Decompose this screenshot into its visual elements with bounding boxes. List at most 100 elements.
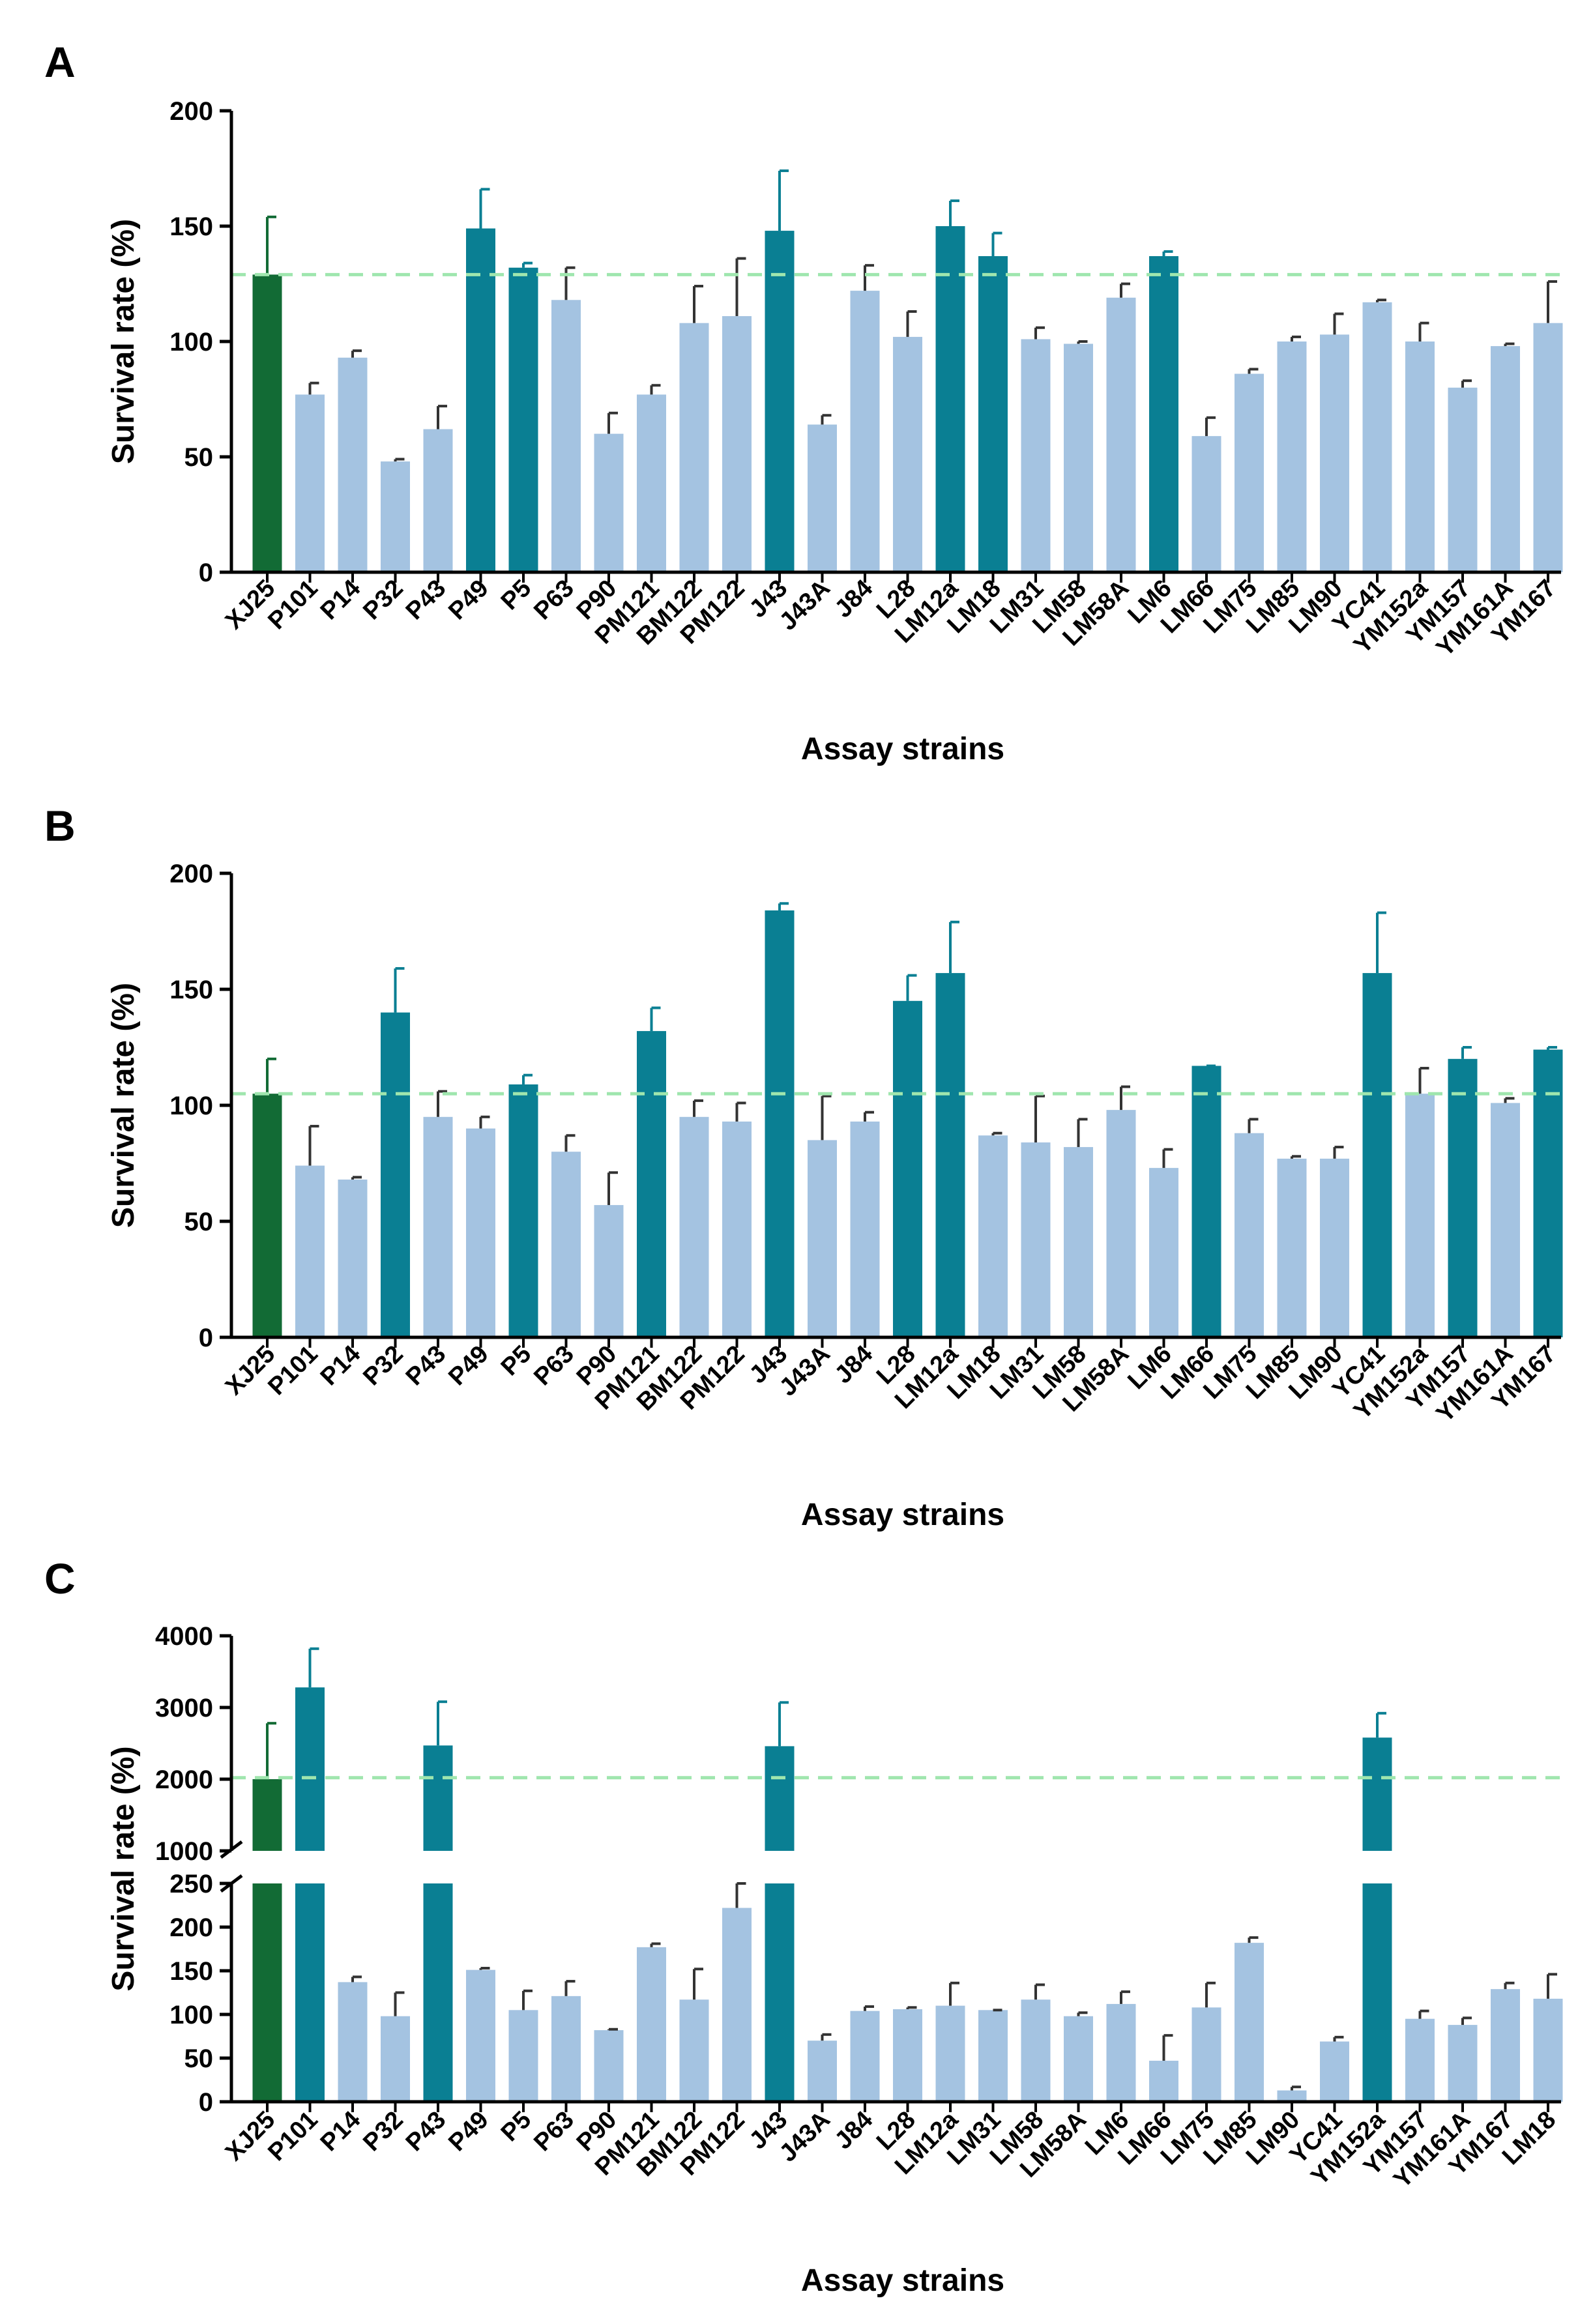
bar bbox=[1533, 1998, 1563, 2102]
bar-upper-segment bbox=[295, 1687, 325, 1851]
x-tick-label: P101 bbox=[263, 2106, 323, 2166]
bar bbox=[594, 2030, 624, 2102]
panel-letter: B bbox=[44, 802, 76, 850]
bar bbox=[1106, 1110, 1136, 1337]
bar bbox=[935, 973, 965, 1337]
bar bbox=[850, 1121, 880, 1337]
bar bbox=[508, 267, 538, 572]
bar bbox=[978, 1135, 1008, 1337]
bar bbox=[637, 394, 666, 572]
bar bbox=[893, 1000, 922, 1337]
bar bbox=[381, 2016, 410, 2102]
bar bbox=[765, 910, 795, 1337]
x-axis-title: Assay strains bbox=[801, 1498, 1004, 1532]
bar bbox=[1149, 2061, 1178, 2102]
bar bbox=[637, 1031, 666, 1337]
x-tick-label: P101 bbox=[263, 575, 323, 635]
bar bbox=[252, 1094, 282, 1337]
bar bbox=[1448, 387, 1478, 572]
y-tick-label: 100 bbox=[169, 1092, 213, 1120]
bar bbox=[679, 1116, 709, 1337]
bar bbox=[850, 2011, 880, 2102]
y-tick-label: 4000 bbox=[155, 1622, 213, 1651]
panel-b: B Survival rate (%) Assay strains 0 50 100 150… bbox=[44, 802, 1563, 1532]
x-tick-label: XJ25 bbox=[220, 2106, 280, 2166]
bar bbox=[1491, 1103, 1520, 1337]
bar bbox=[1277, 1158, 1307, 1337]
bar-upper-segment bbox=[423, 1745, 453, 1851]
bar bbox=[679, 323, 709, 572]
bar bbox=[1277, 2090, 1307, 2102]
x-tick-label: J43A bbox=[774, 2106, 836, 2168]
bar bbox=[1448, 2025, 1478, 2102]
bar bbox=[252, 1883, 282, 2102]
x-tick-label: P5 bbox=[496, 575, 537, 616]
bar bbox=[551, 1152, 581, 1337]
panel-letter: C bbox=[44, 1554, 76, 1603]
x-tick-label: J43A bbox=[774, 1341, 836, 1402]
bar bbox=[1021, 339, 1051, 572]
bar bbox=[508, 1084, 538, 1337]
bar bbox=[1448, 1058, 1478, 1337]
bar bbox=[808, 424, 837, 572]
x-tick-label: J84 bbox=[830, 2106, 879, 2155]
bar bbox=[808, 1140, 837, 1337]
bar bbox=[1533, 1049, 1563, 1337]
bar bbox=[423, 1883, 453, 2102]
x-tick-label: P14 bbox=[315, 575, 366, 626]
bar bbox=[808, 2041, 837, 2102]
y-tick-label: 250 bbox=[169, 1870, 213, 1898]
x-tick-label: P5 bbox=[496, 2106, 537, 2147]
y-tick-label: 2000 bbox=[155, 1765, 213, 1794]
bar bbox=[594, 433, 624, 572]
y-tick-label: 0 bbox=[199, 2088, 213, 2117]
bar bbox=[551, 1996, 581, 2102]
bar bbox=[935, 226, 965, 572]
bar bbox=[1277, 341, 1307, 572]
bar bbox=[295, 394, 325, 572]
x-tick-label: P43 bbox=[401, 1341, 452, 1391]
bar bbox=[508, 2010, 538, 2102]
bar bbox=[1491, 1989, 1520, 2102]
y-tick-label: 100 bbox=[169, 328, 213, 356]
bar bbox=[381, 1012, 410, 1337]
bar bbox=[1064, 2016, 1093, 2102]
bar bbox=[1405, 341, 1435, 572]
bar bbox=[1191, 436, 1221, 572]
y-tick-label: 3000 bbox=[155, 1694, 213, 1722]
bar bbox=[295, 1883, 325, 2102]
x-tick-label: J43A bbox=[774, 575, 836, 636]
x-tick-label: P5 bbox=[496, 1341, 537, 1382]
x-axis-title: Assay strains bbox=[801, 2263, 1004, 2298]
x-tick-label: XJ25 bbox=[220, 1341, 280, 1401]
bar bbox=[1064, 343, 1093, 572]
bar bbox=[637, 1947, 666, 2102]
y-axis-title: Survival rate (%) bbox=[106, 219, 141, 464]
bar bbox=[1405, 2018, 1435, 2102]
bar bbox=[978, 256, 1008, 572]
panel-a: A Survival rate (%) Assay strains 0 50 100 150… bbox=[44, 38, 1563, 766]
bar bbox=[338, 1982, 368, 2102]
x-tick-label: P32 bbox=[358, 1341, 409, 1391]
bar-upper-segment bbox=[765, 1746, 795, 1851]
bar bbox=[252, 274, 282, 572]
x-tick-label: P14 bbox=[315, 1341, 366, 1391]
bar bbox=[1106, 2003, 1136, 2102]
x-tick-label: P101 bbox=[263, 1341, 323, 1401]
x-tick-label: P49 bbox=[443, 2106, 494, 2157]
bar bbox=[423, 1116, 453, 1337]
bar bbox=[295, 1165, 325, 1337]
x-tick-label: P14 bbox=[315, 2106, 366, 2157]
bar bbox=[893, 336, 922, 572]
bar bbox=[1533, 323, 1563, 572]
bar bbox=[1021, 1142, 1051, 1337]
y-tick-label: 0 bbox=[199, 559, 213, 587]
bar bbox=[765, 231, 795, 573]
x-tick-label: P32 bbox=[358, 2106, 409, 2157]
y-axis-title: Survival rate (%) bbox=[106, 983, 141, 1228]
bar-upper-segment bbox=[1362, 1737, 1392, 1851]
bar bbox=[423, 429, 453, 572]
x-tick-label: J84 bbox=[830, 1341, 879, 1389]
